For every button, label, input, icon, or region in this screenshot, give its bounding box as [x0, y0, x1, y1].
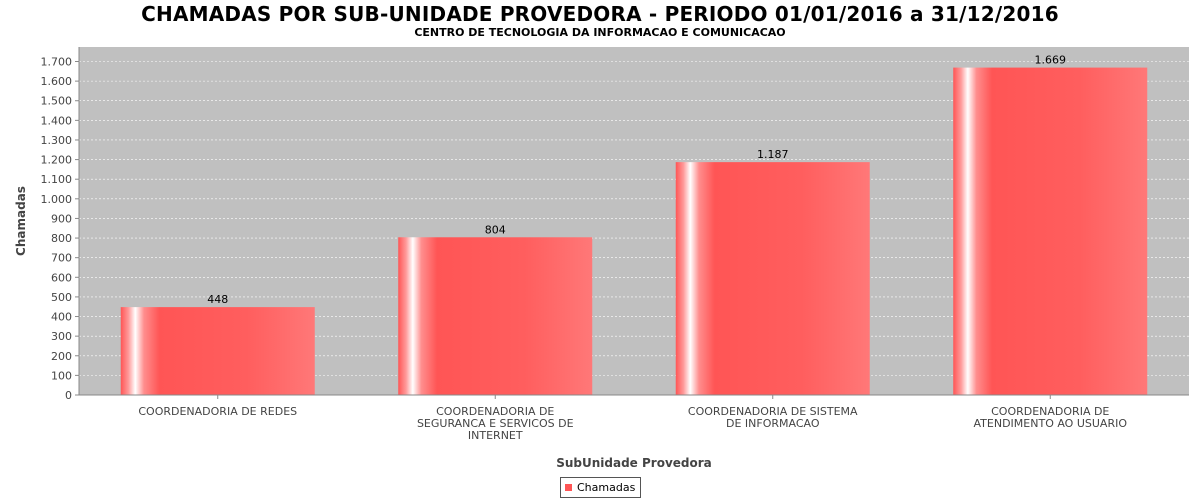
legend-swatch	[565, 484, 572, 491]
bars: 448 804 1.187 1.669	[120, 54, 1148, 395]
y-tick-label: 600	[51, 271, 72, 284]
category-label: COORDENADORIA DE	[991, 405, 1109, 418]
y-tick-label: 400	[51, 311, 72, 324]
y-tick-label: 900	[51, 212, 72, 225]
axes: 0 100 200 300 400 500 600 700 800 900 1.000 1.100 1.…	[41, 47, 1189, 442]
y-tick-label: 200	[51, 350, 72, 363]
category-label: COORDENADORIA DE REDES	[138, 405, 297, 418]
category-label: DE INFORMACAO	[726, 417, 820, 430]
y-tick-label: 0	[65, 389, 72, 402]
y-tick-label: 1.500	[41, 95, 73, 108]
y-tick-label: 500	[51, 291, 72, 304]
y-tick-label: 1.100	[41, 173, 73, 186]
x-axis-title: SubUnidade Provedora	[556, 456, 712, 470]
bar	[675, 162, 870, 395]
category-label: COORDENADORIA DE	[436, 405, 554, 418]
chart-subtitle: CENTRO DE TECNOLOGIA DA INFORMACAO E COM…	[414, 26, 786, 39]
legend: Chamadas	[560, 477, 642, 498]
y-tick-label: 1.600	[41, 75, 73, 88]
category-label: SEGURANCA E SERVICOS DE	[417, 417, 574, 430]
bar-value-label: 1.669	[1035, 54, 1067, 67]
y-tick-label: 1.400	[41, 114, 73, 127]
y-tick-label: 1.200	[41, 154, 73, 167]
y-tick-label: 300	[51, 330, 72, 343]
y-tick-label: 1.000	[41, 193, 73, 206]
y-tick-label: 100	[51, 369, 72, 382]
y-tick-label: 700	[51, 252, 72, 265]
category-label: COORDENADORIA DE SISTEMA	[688, 405, 858, 418]
bar	[953, 67, 1148, 395]
legend-label: Chamadas	[577, 481, 636, 494]
bar-value-label: 804	[485, 223, 506, 236]
chart-title: CHAMADAS POR SUB-UNIDADE PROVEDORA - PER…	[141, 2, 1059, 26]
y-tick-label: 800	[51, 232, 72, 245]
bar-value-label: 448	[207, 293, 228, 306]
y-tick-label: 1.300	[41, 134, 73, 147]
bar	[398, 237, 593, 395]
category-label: ATENDIMENTO AO USUARIO	[974, 417, 1128, 430]
bar	[120, 307, 315, 395]
y-tick-label: 1.700	[41, 56, 73, 69]
category-label: INTERNET	[468, 429, 523, 442]
bar-value-label: 1.187	[757, 148, 789, 161]
y-axis-title: Chamadas	[14, 186, 28, 256]
